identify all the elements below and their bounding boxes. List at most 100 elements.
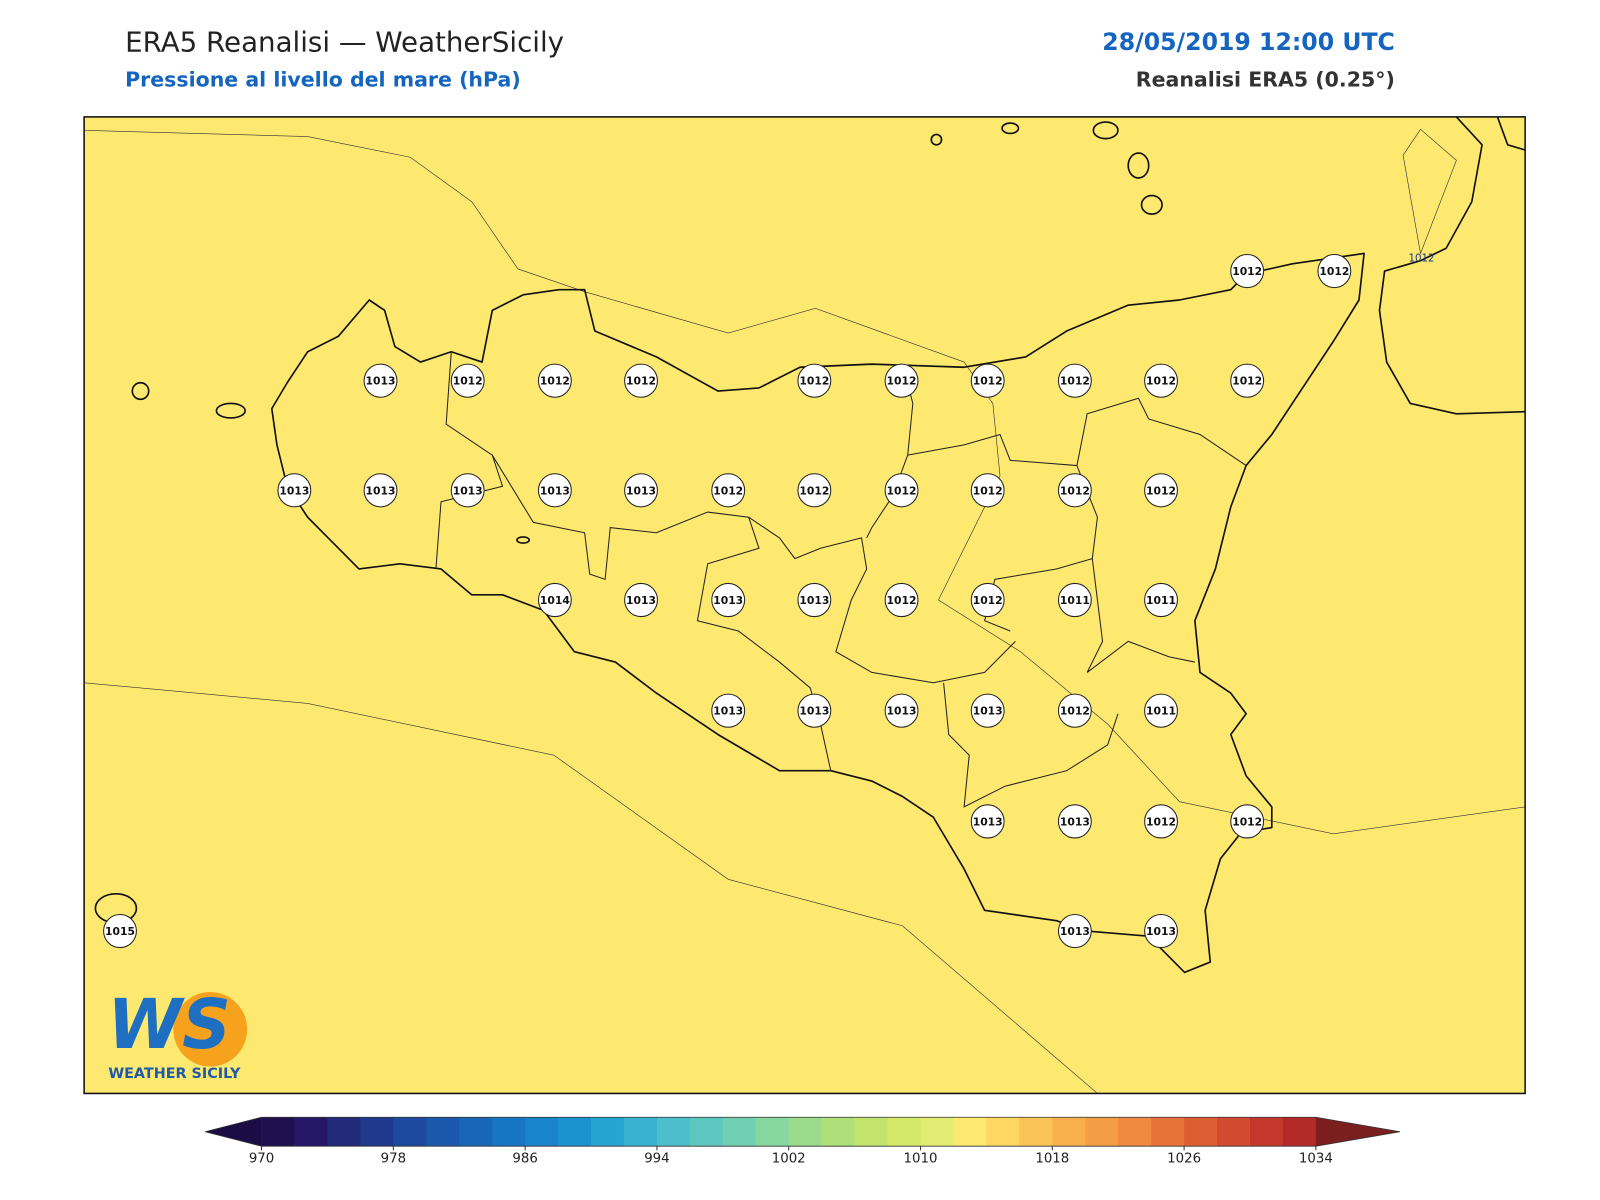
- map-frame: [83, 116, 1526, 1095]
- colorbar-bin: [327, 1117, 361, 1147]
- logo-mark: WS: [108, 986, 231, 1065]
- station-value: 1012: [973, 484, 1003, 497]
- station-value: 1012: [626, 375, 656, 388]
- colorbar-under: [205, 1117, 262, 1147]
- station-value: 1012: [453, 375, 483, 388]
- station-marker: [1230, 804, 1265, 839]
- colorbar-bin: [689, 1117, 724, 1147]
- station-marker: [884, 473, 919, 508]
- station-marker: [1230, 253, 1265, 289]
- colorbar-bin: [360, 1117, 394, 1147]
- colorbar-bin: [1118, 1117, 1152, 1147]
- station-marker: [797, 582, 832, 618]
- station-marker: [450, 363, 485, 398]
- station-marker: [450, 473, 485, 508]
- station-marker: [1057, 693, 1092, 728]
- station-value: 1013: [799, 594, 829, 607]
- station-value: 1013: [713, 594, 743, 607]
- field-mid: [1402, 128, 1457, 255]
- station-value: 1012: [1060, 705, 1090, 718]
- station-value: 1013: [540, 484, 570, 497]
- colorbar-bin: [492, 1117, 526, 1147]
- station-marker: [711, 693, 746, 728]
- station-value: 1013: [366, 484, 396, 497]
- station-value: 1013: [626, 594, 656, 607]
- colorbar-tick-label: 970: [249, 1152, 274, 1167]
- station-marker: [884, 582, 919, 618]
- station-value: 1015: [105, 925, 135, 938]
- station-marker: [1057, 804, 1092, 839]
- colorbar-bin: [656, 1117, 691, 1147]
- colorbar-bin: [393, 1117, 427, 1147]
- colorbar-bin: [953, 1117, 987, 1147]
- station-marker: [884, 693, 919, 728]
- station-marker: [884, 363, 919, 398]
- station-marker: [1144, 582, 1178, 618]
- date: 28/05/2019 12:00 UTC: [1102, 28, 1395, 56]
- station-marker: [970, 363, 1005, 398]
- station-marker: [797, 363, 832, 398]
- colorbar-bin: [887, 1117, 922, 1147]
- colorbar-bin: [623, 1117, 658, 1147]
- subtitle: Pressione al livello del mare (hPa): [125, 68, 521, 92]
- logo: WS WEATHER SICILY: [108, 986, 248, 1082]
- station-marker: [1057, 363, 1092, 398]
- colorbar-tick-label: 986: [512, 1152, 537, 1167]
- station-marker: [970, 804, 1005, 839]
- station-value: 1012: [1319, 265, 1349, 278]
- colorbar-tick-label: 1034: [1299, 1152, 1333, 1167]
- colorbar-tick-label: 994: [644, 1152, 669, 1167]
- station-marker: [1057, 473, 1092, 508]
- station-value: 1012: [799, 484, 829, 497]
- colorbar-bin: [755, 1117, 790, 1147]
- station-value: 1012: [887, 594, 917, 607]
- station-value: 1014: [540, 594, 570, 607]
- colorbar-bin: [558, 1117, 592, 1147]
- station-marker: [277, 473, 312, 508]
- station-value: 1013: [453, 484, 483, 497]
- station-marker: [970, 473, 1005, 508]
- colorbar-bin: [1151, 1117, 1185, 1147]
- colorbar-bin: [525, 1117, 559, 1147]
- station-marker: [970, 693, 1005, 728]
- station-marker: [1057, 913, 1092, 949]
- logo-name: WEATHER SICILY: [108, 1066, 241, 1082]
- station-value: 1012: [1232, 265, 1262, 278]
- colorbar-bin: [1184, 1117, 1218, 1147]
- station-value: 1011: [1060, 594, 1090, 607]
- station-marker: [1057, 582, 1092, 618]
- station-value: 1013: [973, 705, 1003, 718]
- station-value: 1012: [887, 375, 917, 388]
- station-marker: [1144, 363, 1178, 398]
- colorbar-tick-label: 978: [381, 1152, 406, 1167]
- colorbar-bin: [426, 1117, 460, 1147]
- station-value: 1012: [713, 484, 743, 497]
- station-marker: [363, 473, 398, 508]
- station-value: 1012: [1060, 484, 1090, 497]
- station-value: 1013: [366, 375, 396, 388]
- station-marker: [363, 363, 398, 398]
- title: ERA5 Reanalisi — WeatherSicily: [125, 25, 564, 58]
- station-value: 1012: [973, 594, 1003, 607]
- contour-label: 1012: [1408, 253, 1434, 265]
- station-marker: [624, 363, 658, 398]
- colorbar-bin: [1019, 1117, 1053, 1147]
- station-marker: [624, 582, 658, 618]
- station-value: 1011: [1146, 594, 1176, 607]
- colorbar-bin: [821, 1117, 856, 1147]
- station-value: 1013: [1060, 815, 1090, 828]
- colorbar-tick-label: 1026: [1167, 1152, 1201, 1167]
- colorbar-bin: [261, 1117, 295, 1147]
- station-marker: [711, 473, 746, 508]
- station-value: 1011: [1146, 705, 1176, 718]
- colorbar-bin: [722, 1117, 757, 1147]
- station-marker: [797, 693, 832, 728]
- station-marker: [624, 473, 658, 508]
- station-value: 1013: [626, 484, 656, 497]
- colorbar-bin: [459, 1117, 493, 1147]
- colorbar-bin: [854, 1117, 889, 1147]
- station-value: 1012: [1232, 375, 1262, 388]
- station-marker: [1317, 253, 1352, 289]
